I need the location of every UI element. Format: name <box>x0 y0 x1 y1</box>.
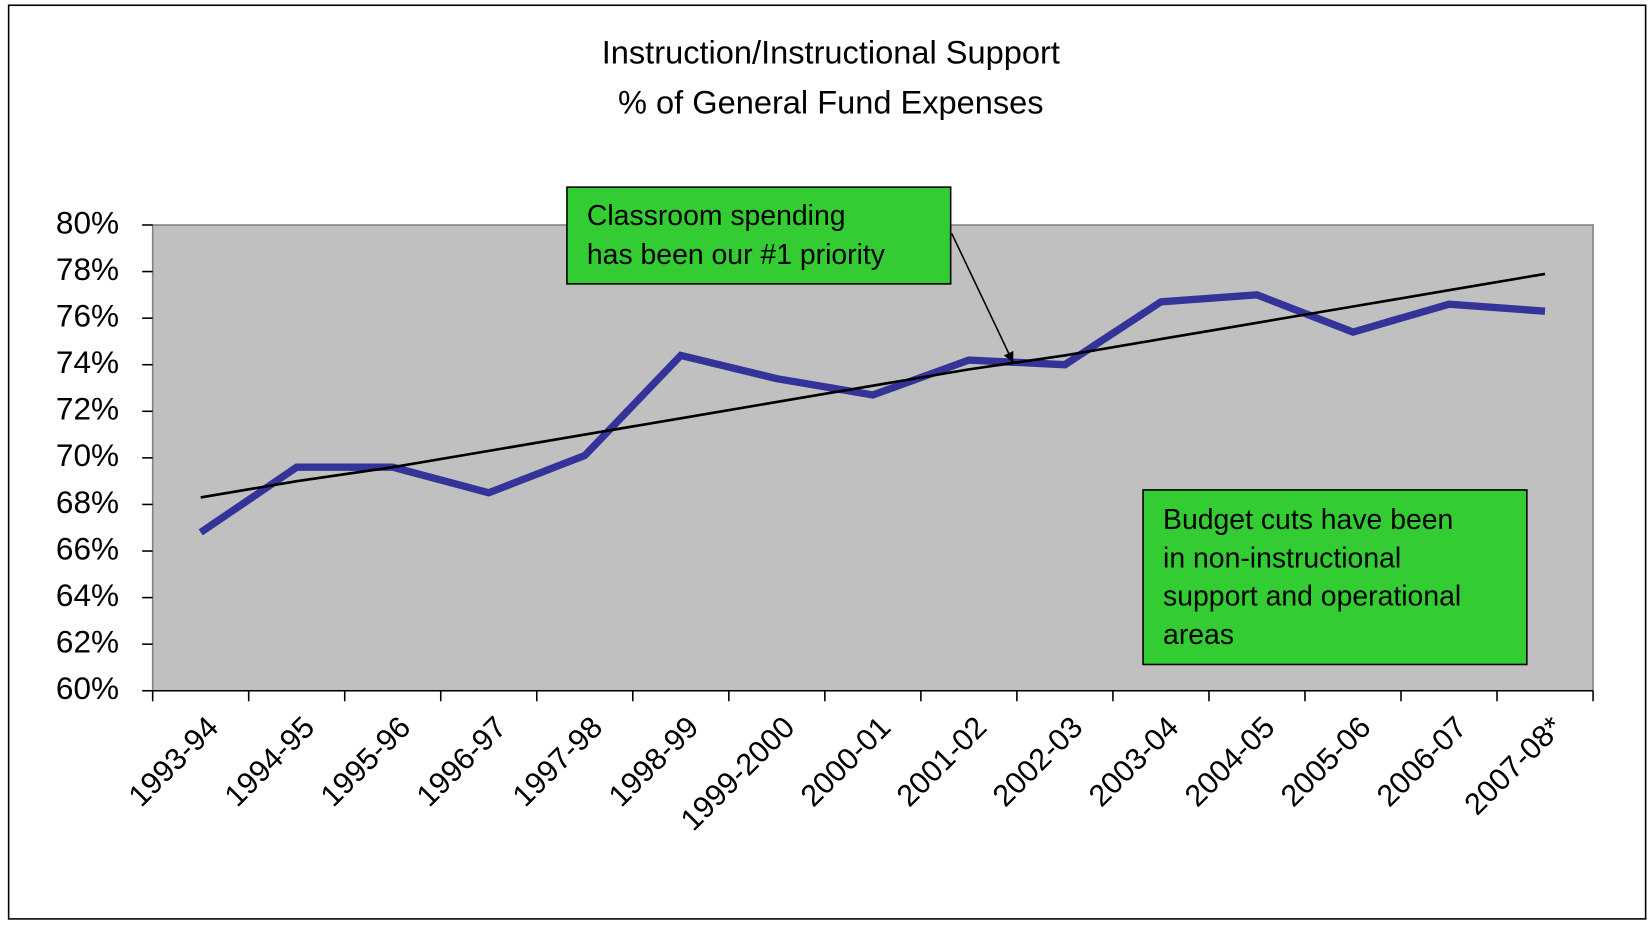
trend-line <box>200 272 1546 499</box>
y-tick-label: 62% <box>56 624 119 660</box>
y-tick-label: 72% <box>56 391 119 427</box>
y-tick-label: 64% <box>56 577 119 613</box>
annotation-text: areas <box>1163 619 1234 651</box>
chart-title: Instruction/Instructional Support <box>602 33 1060 70</box>
y-tick-label: 76% <box>56 297 119 333</box>
annotation-box <box>1142 489 1528 666</box>
y-tick-label: 60% <box>56 670 119 706</box>
y-tick-label: 80% <box>56 204 119 240</box>
annotation-text: Budget cuts have been <box>1163 504 1453 536</box>
annotation-text: has been our #1 priority <box>587 239 886 271</box>
data-line <box>198 291 1546 536</box>
chart-subtitle: % of General Fund Expenses <box>618 84 1044 121</box>
annotation-arrow <box>951 233 1014 363</box>
annotation-text: support and operational <box>1163 581 1461 613</box>
annotation-text: in non-instructional <box>1163 542 1401 574</box>
y-tick-label: 68% <box>56 484 119 520</box>
y-tick-label: 70% <box>56 437 119 473</box>
plot-layer <box>142 224 1594 702</box>
y-tick-label: 74% <box>56 344 119 380</box>
y-tick-label: 78% <box>56 251 119 287</box>
y-tick-label: 66% <box>56 530 119 566</box>
annotation-box <box>566 186 952 285</box>
annotation-text: Classroom spending <box>587 200 846 232</box>
